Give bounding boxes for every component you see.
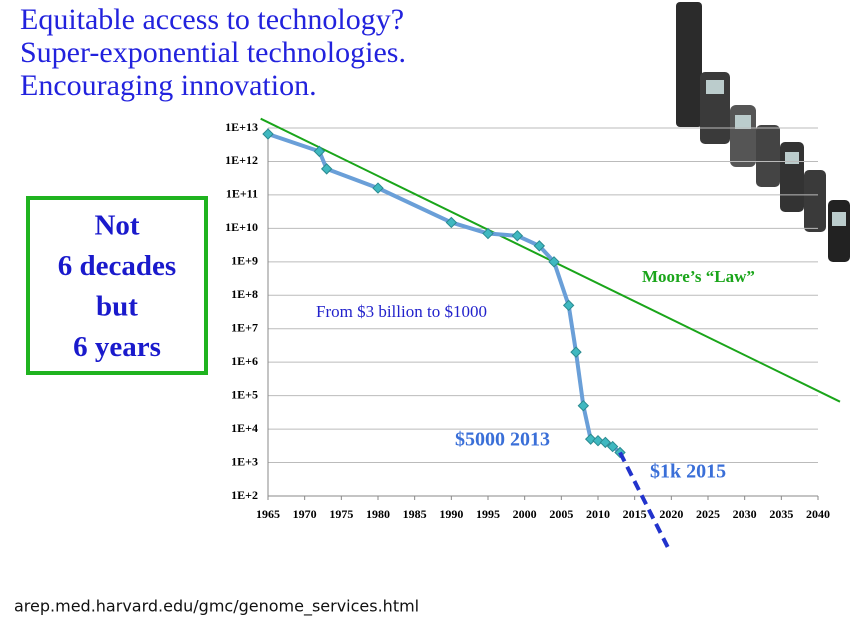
- data-point: [599, 436, 612, 449]
- y-tick-label: 1E+4: [231, 421, 258, 435]
- data-point: [262, 128, 274, 140]
- data-point: [372, 182, 384, 194]
- x-tick-label: 2040: [806, 507, 830, 521]
- y-tick-label: 1E+12: [225, 153, 258, 167]
- y-tick-label: 1E+10: [225, 220, 258, 234]
- x-tick-label: 2005: [549, 507, 573, 521]
- y-tick-label: 1E+11: [226, 187, 258, 201]
- x-tick-label: 1975: [329, 507, 353, 521]
- x-tick-label: 1965: [256, 507, 280, 521]
- data-point: [533, 240, 546, 252]
- x-tick-label: 2025: [696, 507, 720, 521]
- data-point: [320, 163, 333, 175]
- annotation: Moore’s “Law”: [642, 267, 755, 286]
- annotation: From $3 billion to $1000: [316, 302, 487, 321]
- data-point: [562, 299, 575, 312]
- y-tick-label: 1E+5: [231, 387, 258, 401]
- data-point: [584, 433, 597, 445]
- y-tick-label: 1E+9: [231, 254, 258, 268]
- x-tick-label: 2030: [733, 507, 757, 521]
- y-tick-label: 1E+7: [231, 320, 258, 334]
- data-point: [445, 216, 458, 229]
- title: Super-exponential technologies.: [20, 36, 406, 69]
- y-tick-label: 1E+3: [231, 454, 258, 468]
- x-tick-label: 2015: [623, 507, 647, 521]
- y-tick-label: 1E+2: [231, 488, 258, 502]
- x-tick-label: 1990: [439, 507, 463, 521]
- x-tick-label: 2035: [769, 507, 793, 521]
- data-point: [511, 230, 524, 242]
- data-point: [577, 399, 590, 412]
- series-line: [618, 451, 670, 548]
- annotation: $5000 2013: [455, 429, 550, 451]
- y-tick-label: 1E+8: [231, 287, 258, 301]
- x-tick-label: 1985: [403, 507, 427, 521]
- data-point: [606, 440, 619, 453]
- callout-text: Not: [94, 210, 139, 242]
- x-tick-label: 1995: [476, 507, 500, 521]
- callout-text: but: [96, 291, 138, 323]
- x-tick-label: 2010: [586, 507, 610, 521]
- callout-text: 6 decades: [58, 250, 176, 282]
- x-tick-label: 2000: [513, 507, 537, 521]
- y-tick-label: 1E+6: [231, 354, 258, 368]
- data-point: [548, 256, 560, 268]
- y-tick-label: 1E+13: [225, 120, 258, 134]
- x-tick-label: 1970: [293, 507, 317, 521]
- x-tick-label: 1980: [366, 507, 390, 521]
- data-point: [592, 434, 604, 447]
- annotation: $1k 2015: [650, 461, 726, 483]
- source: arep.med.harvard.edu/gmc/genome_services…: [14, 597, 419, 617]
- data-point: [482, 227, 494, 240]
- title: Encouraging innovation.: [20, 69, 317, 102]
- callout-box: [26, 196, 208, 375]
- x-tick-label: 2020: [659, 507, 683, 521]
- data-point: [313, 145, 326, 158]
- callout-text: 6 years: [73, 331, 161, 363]
- data-point: [570, 346, 582, 358]
- title: Equitable access to technology?: [20, 3, 404, 36]
